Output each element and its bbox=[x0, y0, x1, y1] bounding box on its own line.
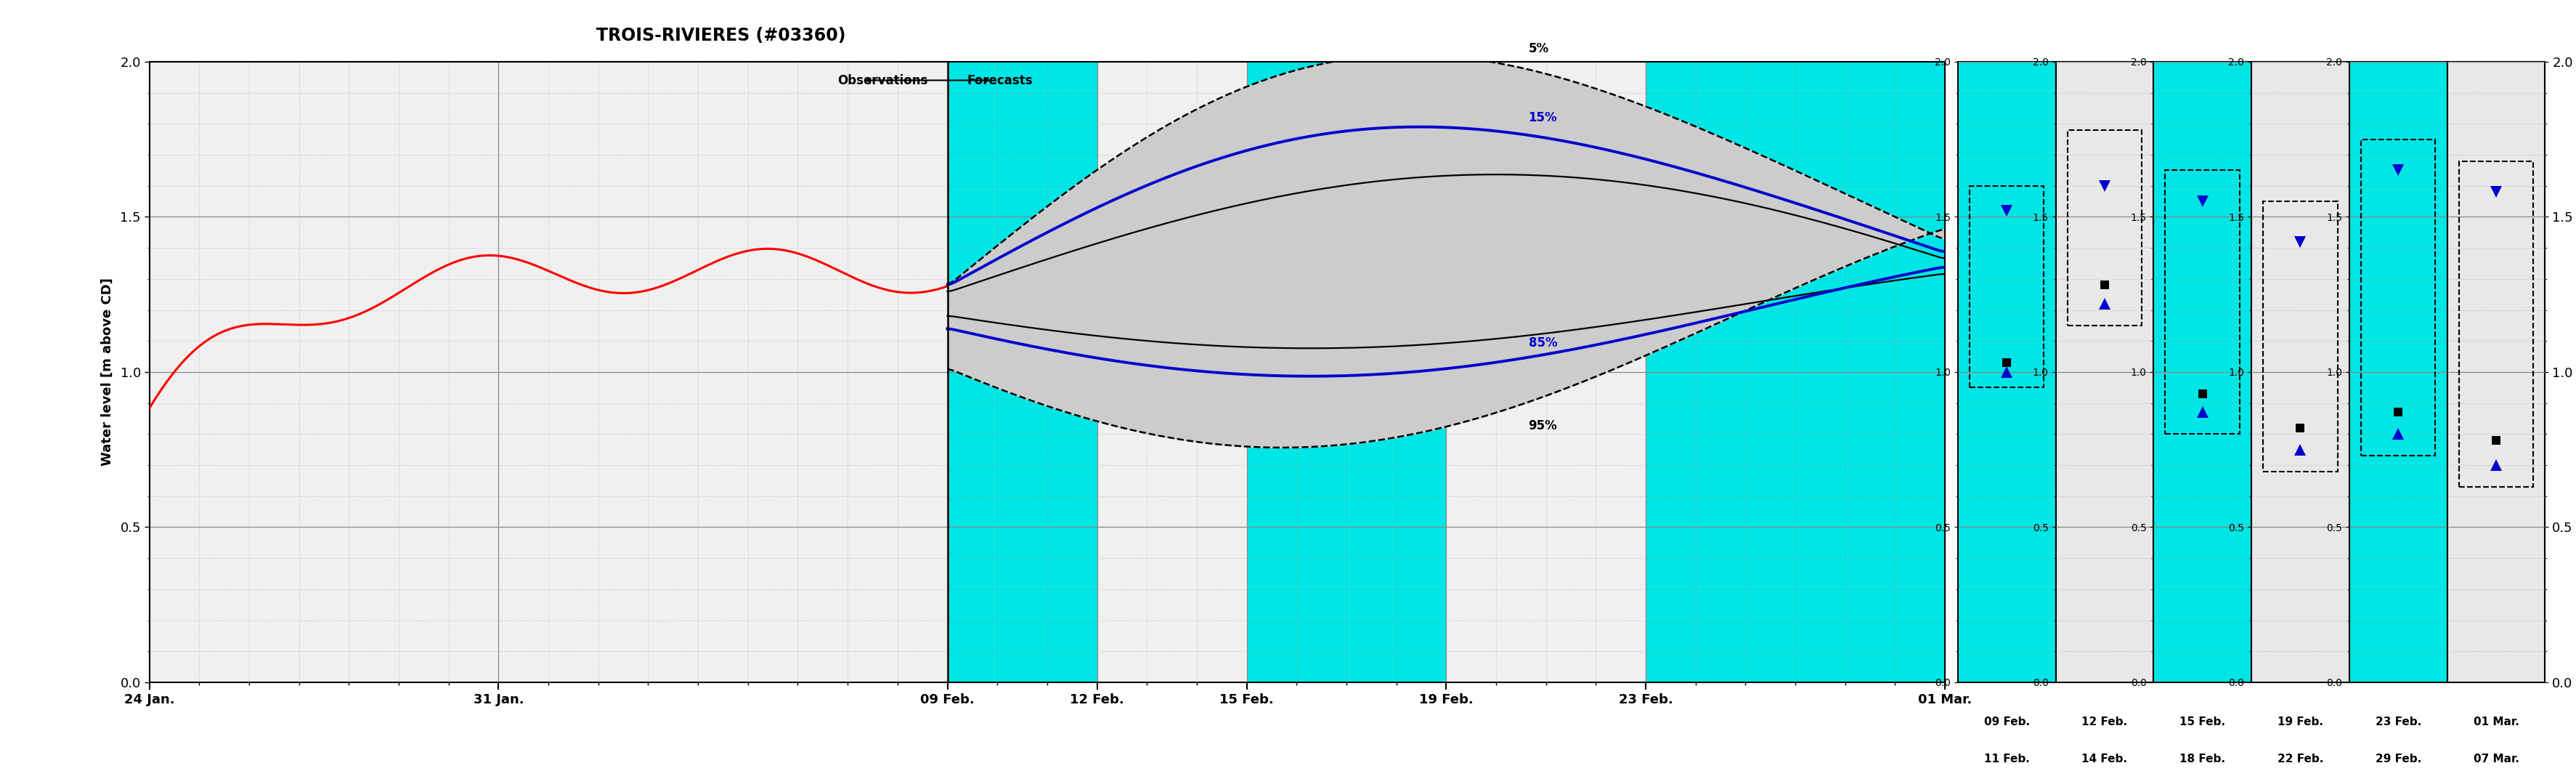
Text: 11 Feb.: 11 Feb. bbox=[1984, 754, 2030, 765]
Text: Forecasts: Forecasts bbox=[969, 74, 1033, 87]
Bar bbox=[2362, 140, 2434, 456]
Bar bbox=[1247, 62, 1445, 682]
Text: 29 Feb.: 29 Feb. bbox=[2375, 754, 2421, 765]
Bar bbox=[2166, 170, 2239, 434]
Text: 95%: 95% bbox=[1528, 419, 1558, 433]
Text: 85%: 85% bbox=[1528, 336, 1558, 349]
Text: 18 Feb.: 18 Feb. bbox=[2179, 754, 2226, 765]
Text: 19 Feb.: 19 Feb. bbox=[2277, 716, 2324, 727]
Bar bbox=[948, 62, 1097, 682]
Text: TROIS-RIVIERES (#03360): TROIS-RIVIERES (#03360) bbox=[598, 27, 845, 45]
Text: 5%: 5% bbox=[1528, 42, 1548, 55]
Bar bbox=[1971, 186, 2043, 388]
Y-axis label: Water level [m above CD]: Water level [m above CD] bbox=[100, 278, 113, 466]
Text: 12 Feb.: 12 Feb. bbox=[2081, 716, 2128, 727]
Text: 15%: 15% bbox=[1528, 111, 1558, 124]
Text: 22 Feb.: 22 Feb. bbox=[2277, 754, 2324, 765]
Text: 23 Feb.: 23 Feb. bbox=[2375, 716, 2421, 727]
Text: 14 Feb.: 14 Feb. bbox=[2081, 754, 2128, 765]
Bar bbox=[2069, 130, 2141, 325]
Text: 01 Mar.: 01 Mar. bbox=[2473, 716, 2519, 727]
Text: 07 Mar.: 07 Mar. bbox=[2473, 754, 2519, 765]
Bar bbox=[1646, 62, 1945, 682]
Bar bbox=[2460, 161, 2532, 487]
Text: 15 Feb.: 15 Feb. bbox=[2179, 716, 2226, 727]
Text: Observations: Observations bbox=[837, 74, 927, 87]
Bar bbox=[2264, 201, 2336, 471]
Text: 09 Feb.: 09 Feb. bbox=[1984, 716, 2030, 727]
